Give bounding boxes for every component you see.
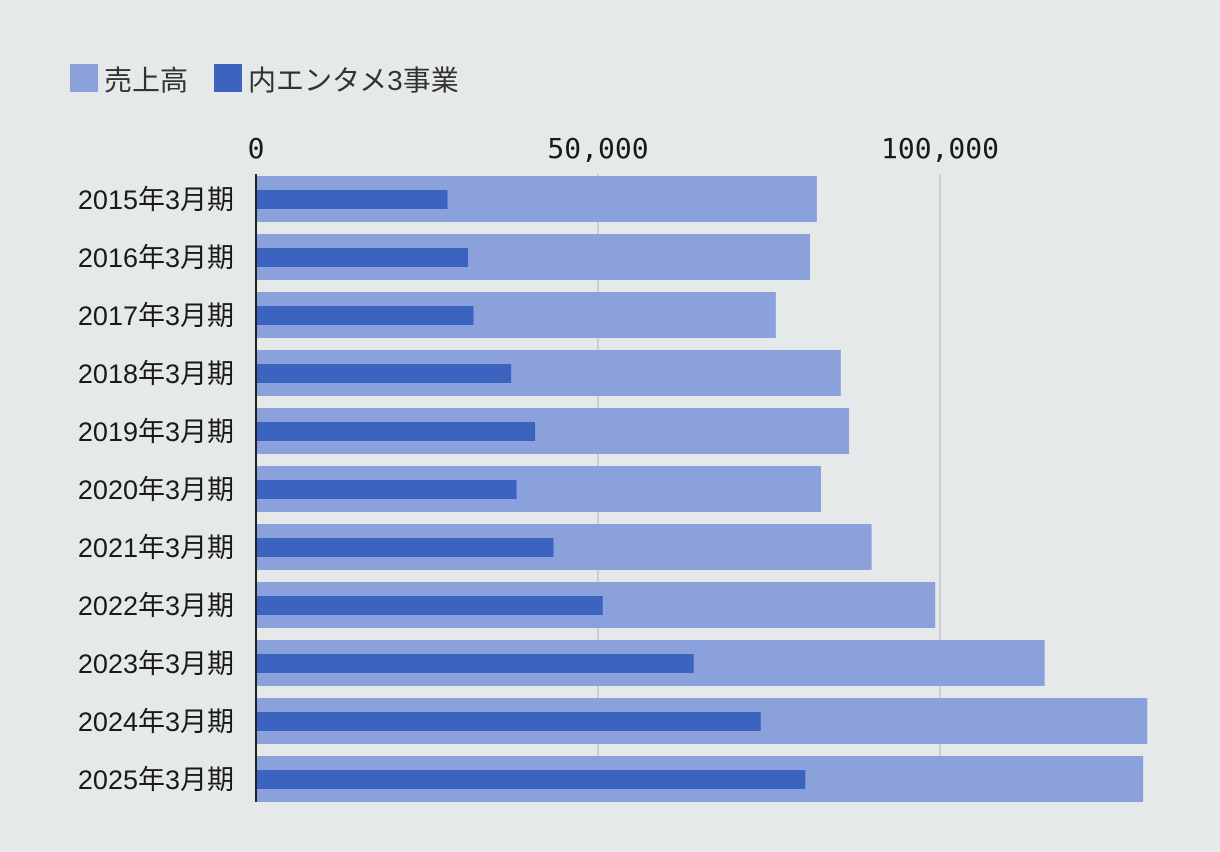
category-label: 2017年3月期	[78, 301, 234, 331]
x-tick-label: 100,000	[881, 132, 999, 165]
bar-entertainment-5	[256, 480, 517, 499]
bar-entertainment-7	[256, 596, 603, 615]
legend-swatch-entertainment	[214, 64, 242, 92]
category-label: 2020年3月期	[78, 475, 234, 505]
category-label: 2022年3月期	[78, 591, 234, 621]
bar-entertainment-0	[256, 190, 448, 209]
y-axis-categories: 2015年3月期 2016年3月期 2017年3月期 2018年3月期 2019年3月期…	[78, 185, 234, 795]
category-label: 2015年3月期	[78, 185, 234, 215]
bar-entertainment-2	[256, 306, 474, 325]
bar-entertainment-6	[256, 538, 554, 557]
bar-entertainment-4	[256, 422, 536, 441]
legend-label-entertainment: 内エンタメ3事業	[248, 65, 459, 96]
legend-swatch-sales	[70, 64, 98, 92]
bar-entertainment-8	[256, 654, 694, 673]
category-label: 2018年3月期	[78, 359, 234, 389]
category-label: 2023年3月期	[78, 649, 234, 679]
legend-label-sales: 売上高	[104, 65, 188, 96]
bar-entertainment-10	[256, 770, 806, 789]
category-label: 2016年3月期	[78, 243, 234, 273]
x-axis-ticks: 0 50,000 100,000	[248, 132, 999, 165]
bar-entertainment-3	[256, 364, 512, 383]
bar-entertainment-9	[256, 712, 761, 731]
category-label: 2024年3月期	[78, 707, 234, 737]
x-tick-label: 0	[248, 132, 265, 165]
category-label: 2025年3月期	[78, 765, 234, 795]
bar-entertainment-1	[256, 248, 469, 267]
x-tick-label: 50,000	[547, 132, 648, 165]
legend: 売上高 内エンタメ3事業	[70, 64, 459, 96]
bars	[256, 176, 1148, 802]
category-label: 2019年3月期	[78, 417, 234, 447]
category-label: 2021年3月期	[78, 533, 234, 563]
